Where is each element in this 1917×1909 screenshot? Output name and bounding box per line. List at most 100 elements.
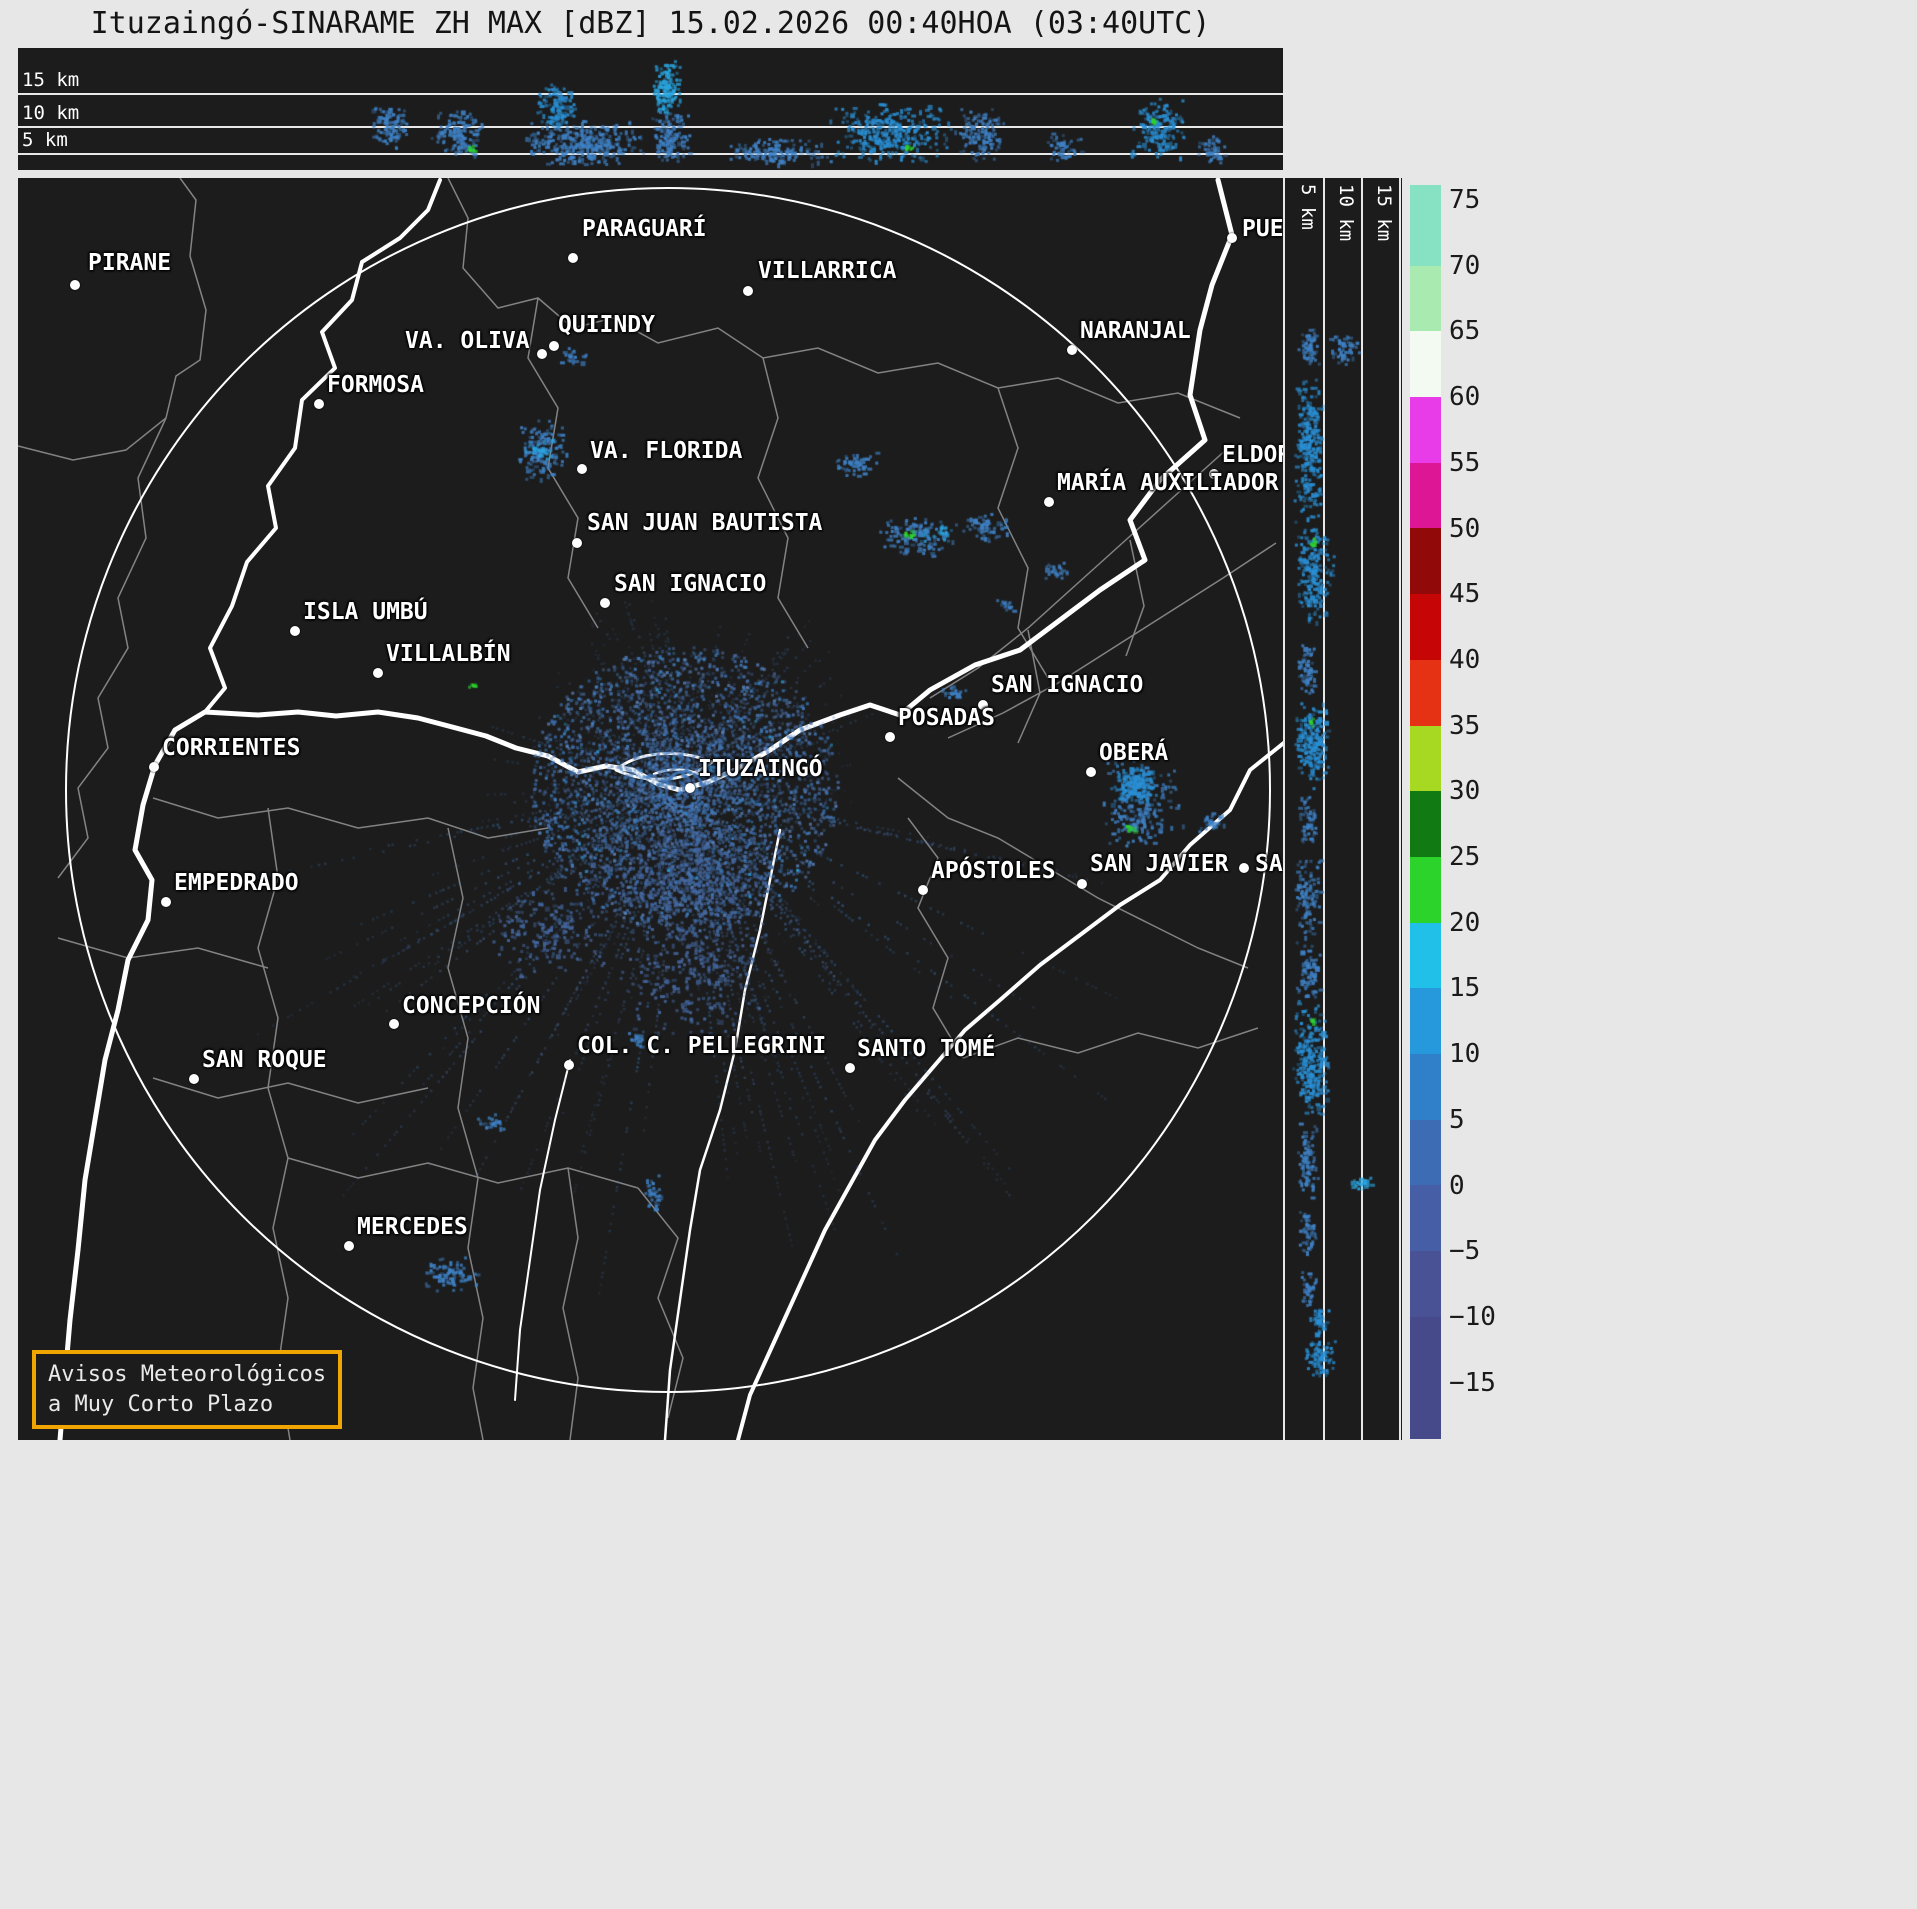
city-dot bbox=[600, 598, 610, 608]
city-label: MARÍA AUXILIADOR bbox=[1057, 470, 1279, 496]
city-dot bbox=[845, 1063, 855, 1073]
city-dot bbox=[918, 885, 928, 895]
notice-line2: a Muy Corto Plazo bbox=[48, 1391, 274, 1417]
colorbar-tick-label: 15 bbox=[1449, 973, 1481, 1004]
city-label: SAN IGNACIO bbox=[991, 672, 1144, 698]
city-label: PARAGUARÍ bbox=[582, 216, 707, 242]
colorbar-band bbox=[1410, 185, 1441, 266]
city-label: FORMOSA bbox=[327, 372, 424, 398]
city-dot bbox=[1227, 233, 1237, 243]
city-label: COL. C. PELLEGRINI bbox=[577, 1033, 827, 1059]
colorbar-band bbox=[1410, 659, 1441, 726]
city-dot bbox=[685, 783, 695, 793]
city-label: CONCEPCIÓN bbox=[402, 993, 541, 1019]
top-profile-panel: 15 km 10 km 5 km bbox=[18, 48, 1283, 170]
colorbar-tick-label: 20 bbox=[1449, 907, 1481, 938]
colorbar-tick-label: −10 bbox=[1449, 1301, 1496, 1332]
colorbar-tick-label: 45 bbox=[1449, 579, 1481, 610]
city-label: SAN JAVIER bbox=[1090, 851, 1229, 877]
colorbar-tick-label: −5 bbox=[1449, 1236, 1481, 1267]
altitude-label: 15 km bbox=[1373, 184, 1395, 242]
colorbar-tick-label: 75 bbox=[1449, 185, 1481, 215]
colorbar-tick-label: 60 bbox=[1449, 382, 1481, 413]
colorbar-tick-label: 30 bbox=[1449, 776, 1481, 807]
colorbar-tick-label: 25 bbox=[1449, 842, 1481, 872]
colorbar-tick-label: 5 bbox=[1449, 1104, 1465, 1135]
city-dot bbox=[577, 464, 587, 474]
city-dot bbox=[1077, 879, 1087, 889]
city-label: SAN IGNACIO bbox=[614, 571, 767, 597]
city-dot bbox=[314, 399, 324, 409]
colorbar-band bbox=[1410, 725, 1441, 792]
colorbar-tick-label: 10 bbox=[1449, 1039, 1481, 1070]
colorbar-band bbox=[1410, 594, 1441, 660]
city-dot bbox=[161, 897, 171, 907]
city-dot bbox=[1086, 767, 1096, 777]
colorbar-tick-label: 0 bbox=[1449, 1170, 1465, 1201]
city-label: SAN JUAN BAUTISTA bbox=[587, 510, 823, 536]
city-label: SAN ROQUE bbox=[202, 1047, 327, 1073]
colorbar-band bbox=[1410, 1119, 1441, 1186]
colorbar bbox=[1410, 185, 1441, 1440]
city-label: VILLARRICA bbox=[758, 258, 897, 284]
city-dot bbox=[70, 280, 80, 290]
city-label: VILLALBÍN bbox=[386, 641, 511, 667]
city-dot bbox=[344, 1241, 354, 1251]
city-label: VA. FLORIDA bbox=[590, 438, 743, 464]
colorbar-band bbox=[1410, 397, 1441, 463]
city-dot bbox=[1239, 863, 1249, 873]
altitude-label: 10 km bbox=[1335, 184, 1357, 242]
city-dot bbox=[373, 668, 383, 678]
city-label: QUIINDY bbox=[558, 312, 655, 338]
city-dot bbox=[1209, 469, 1219, 479]
city-label: APÓSTOLES bbox=[931, 858, 1056, 884]
city-dot bbox=[743, 286, 753, 296]
city-label: MERCEDES bbox=[357, 1214, 468, 1240]
city-label: PUE bbox=[1242, 216, 1283, 242]
city-label: OBERÁ bbox=[1099, 740, 1169, 766]
colorbar-band bbox=[1410, 856, 1441, 923]
altitude-label: 10 km bbox=[22, 102, 80, 124]
city-dot bbox=[1044, 497, 1054, 507]
city-label: ITUZAINGÓ bbox=[698, 756, 823, 782]
city-label: EMPEDRADO bbox=[174, 870, 299, 896]
colorbar-band bbox=[1410, 1053, 1441, 1120]
notice-line1: Avisos Meteorológicos bbox=[48, 1362, 327, 1387]
city-label: NARANJAL bbox=[1080, 318, 1191, 344]
city-label: SANTO TOMÉ bbox=[857, 1036, 996, 1062]
main-map-panel: PIRANE PARAGUARÍ VILLARRICA QUIINDY VA. OLIV… bbox=[18, 178, 1283, 1440]
colorbar-band bbox=[1410, 922, 1441, 989]
city-label: POSADAS bbox=[898, 705, 995, 731]
colorbar-band bbox=[1410, 265, 1441, 332]
colorbar-band bbox=[1410, 988, 1441, 1054]
city-dot bbox=[537, 349, 547, 359]
footer: Servicio Meteorológico Nacional Argentin… bbox=[0, 1440, 1917, 1909]
altitude-label: 5 km bbox=[22, 129, 68, 151]
notice-box: Avisos Meteorológicos a Muy Corto Plazo bbox=[32, 1350, 343, 1430]
colorbar-tick-label: 50 bbox=[1449, 513, 1481, 544]
city-label: PIRANE bbox=[88, 250, 172, 276]
city-dot bbox=[189, 1074, 199, 1084]
colorbar-band bbox=[1410, 791, 1441, 857]
colorbar-tick-label: 70 bbox=[1449, 250, 1481, 281]
city-dot bbox=[149, 762, 159, 772]
product-title: Ituzaingó-SINARAME ZH MAX [dBZ] 15.02.20… bbox=[90, 6, 1211, 41]
city-dot bbox=[564, 1060, 574, 1070]
city-dot bbox=[568, 253, 578, 263]
side-profile-echoes bbox=[1285, 178, 1402, 1440]
city-dot bbox=[389, 1019, 399, 1029]
city-label: CORRIENTES bbox=[162, 735, 301, 761]
city-dot bbox=[885, 732, 895, 742]
colorbar-band bbox=[1410, 462, 1441, 529]
city-label: ISLA UMBÚ bbox=[303, 599, 428, 625]
colorbar-tick-label: 40 bbox=[1449, 644, 1481, 675]
city-dot bbox=[290, 626, 300, 636]
city-dot bbox=[1067, 345, 1077, 355]
city-layer: PIRANE PARAGUARÍ VILLARRICA QUIINDY VA. OLIV… bbox=[18, 178, 1283, 1440]
city-dot bbox=[572, 538, 582, 548]
colorbar-band bbox=[1410, 331, 1441, 398]
colorbar-band bbox=[1410, 1185, 1441, 1251]
city-label: SA bbox=[1255, 851, 1283, 877]
radar-echoes bbox=[18, 178, 1283, 1440]
